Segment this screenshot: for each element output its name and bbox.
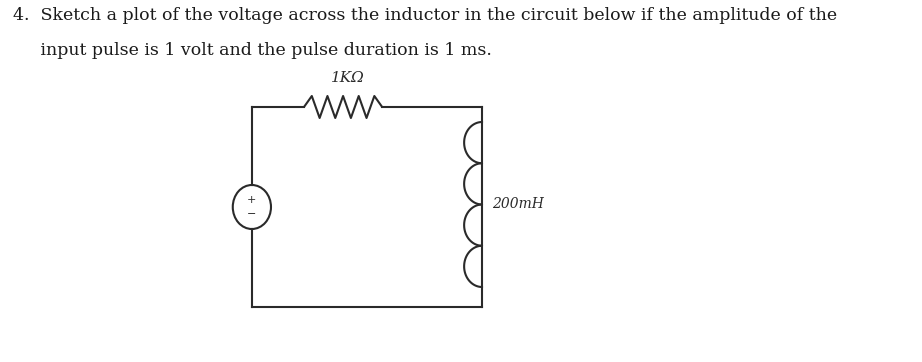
Text: 4.  Sketch a plot of the voltage across the inductor in the circuit below if the: 4. Sketch a plot of the voltage across t… xyxy=(13,7,837,24)
Text: −: − xyxy=(247,210,256,219)
Text: 1KΩ: 1KΩ xyxy=(331,71,364,85)
Text: +: + xyxy=(247,194,256,205)
Text: 200mH: 200mH xyxy=(492,198,544,211)
Text: input pulse is 1 volt and the pulse duration is 1 ms.: input pulse is 1 volt and the pulse dura… xyxy=(13,42,492,59)
